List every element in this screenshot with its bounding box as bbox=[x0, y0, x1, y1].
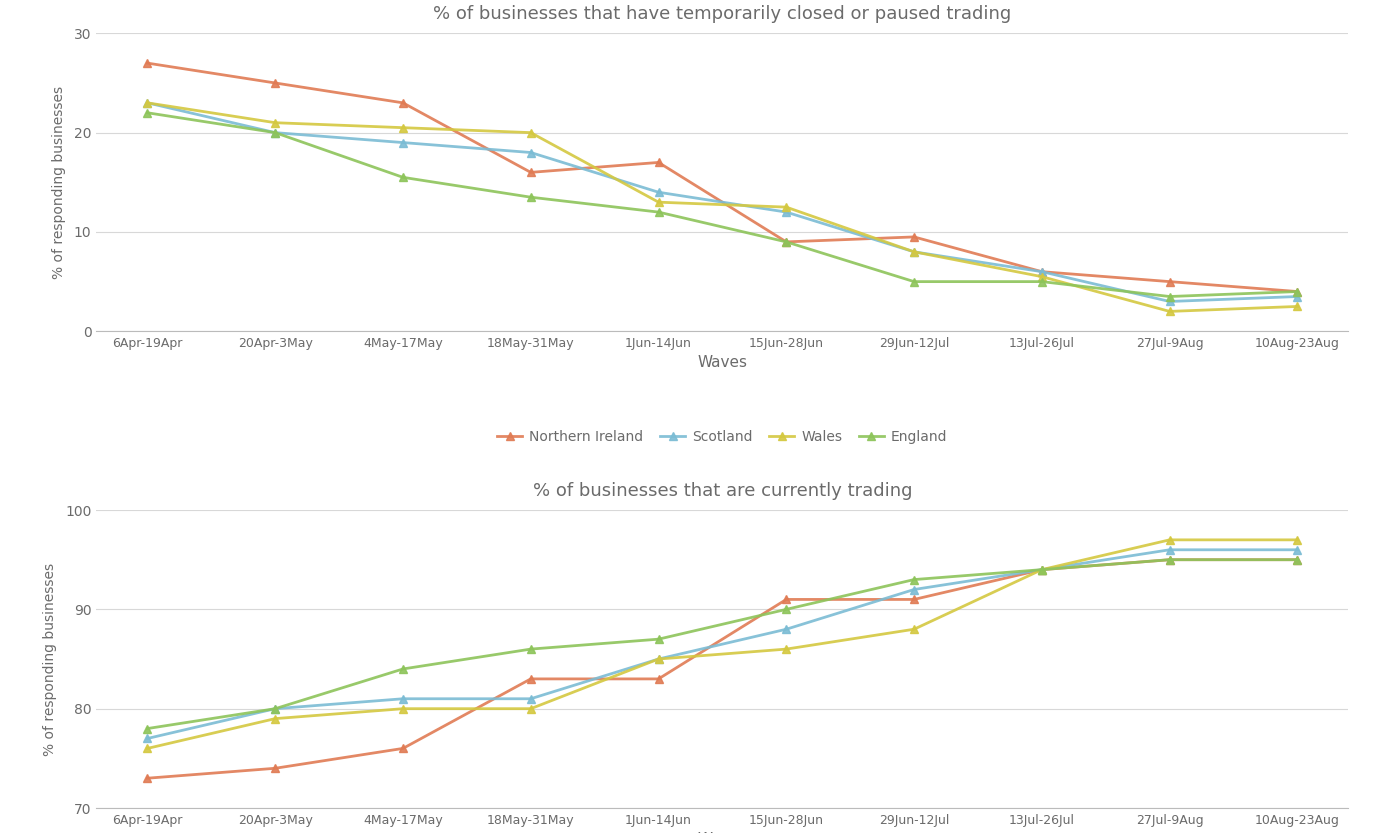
Line: Northern Ireland: Northern Ireland bbox=[143, 59, 1302, 296]
Northern Ireland bbox=[395, 743, 411, 753]
England bbox=[1033, 277, 1050, 287]
England bbox=[395, 172, 411, 182]
X-axis label: Waves: Waves bbox=[698, 356, 747, 371]
Scotland bbox=[1033, 267, 1050, 277]
Y-axis label: % of responding businesses: % of responding businesses bbox=[43, 562, 56, 756]
Wales bbox=[139, 743, 155, 753]
England bbox=[1289, 555, 1306, 565]
Northern Ireland bbox=[651, 157, 667, 167]
Scotland bbox=[139, 734, 155, 744]
Line: Scotland: Scotland bbox=[143, 98, 1302, 306]
Title: % of businesses that have temporarily closed or paused trading: % of businesses that have temporarily cl… bbox=[433, 6, 1011, 23]
Northern Ireland bbox=[1033, 565, 1050, 575]
England bbox=[523, 192, 539, 202]
Wales bbox=[651, 197, 667, 207]
Wales bbox=[905, 247, 922, 257]
England bbox=[267, 704, 283, 714]
Wales bbox=[267, 714, 283, 724]
Northern Ireland bbox=[523, 167, 539, 177]
England bbox=[395, 664, 411, 674]
X-axis label: Waves: Waves bbox=[698, 832, 747, 833]
Line: England: England bbox=[143, 556, 1302, 733]
Line: Scotland: Scotland bbox=[143, 546, 1302, 743]
England bbox=[1161, 292, 1178, 302]
England bbox=[777, 605, 794, 615]
Wales bbox=[523, 127, 539, 137]
Northern Ireland bbox=[651, 674, 667, 684]
England bbox=[139, 724, 155, 734]
Northern Ireland bbox=[1033, 267, 1050, 277]
Scotland bbox=[651, 187, 667, 197]
England bbox=[651, 207, 667, 217]
Wales bbox=[905, 624, 922, 634]
England bbox=[267, 127, 283, 137]
Northern Ireland bbox=[1289, 287, 1306, 297]
Northern Ireland bbox=[777, 595, 794, 605]
Northern Ireland bbox=[1289, 555, 1306, 565]
Wales bbox=[267, 117, 283, 127]
Line: Northern Ireland: Northern Ireland bbox=[143, 556, 1302, 782]
England bbox=[1289, 287, 1306, 297]
Scotland bbox=[1161, 545, 1178, 555]
Northern Ireland bbox=[267, 763, 283, 773]
Wales bbox=[523, 704, 539, 714]
Northern Ireland bbox=[523, 674, 539, 684]
England bbox=[1033, 565, 1050, 575]
England bbox=[1161, 555, 1178, 565]
Northern Ireland bbox=[267, 78, 283, 88]
Scotland bbox=[267, 704, 283, 714]
Scotland bbox=[651, 654, 667, 664]
Northern Ireland bbox=[139, 58, 155, 68]
Wales bbox=[1033, 272, 1050, 282]
Scotland bbox=[395, 137, 411, 147]
Scotland bbox=[777, 207, 794, 217]
Northern Ireland bbox=[1161, 555, 1178, 565]
Northern Ireland bbox=[139, 773, 155, 783]
Wales bbox=[1033, 565, 1050, 575]
England bbox=[523, 644, 539, 654]
Line: Wales: Wales bbox=[143, 536, 1302, 752]
Wales bbox=[395, 122, 411, 132]
Scotland bbox=[1033, 565, 1050, 575]
Legend: Northern Ireland, Scotland, Wales, England: Northern Ireland, Scotland, Wales, Engla… bbox=[491, 424, 954, 450]
Line: England: England bbox=[143, 108, 1302, 301]
Y-axis label: % of responding businesses: % of responding businesses bbox=[51, 86, 66, 279]
Scotland bbox=[905, 585, 922, 595]
Title: % of businesses that are currently trading: % of businesses that are currently tradi… bbox=[533, 482, 912, 500]
Scotland bbox=[523, 147, 539, 157]
Scotland bbox=[1161, 297, 1178, 307]
Wales bbox=[1161, 307, 1178, 317]
Scotland bbox=[395, 694, 411, 704]
Wales bbox=[777, 202, 794, 212]
England bbox=[905, 575, 922, 585]
England bbox=[139, 107, 155, 117]
Wales bbox=[395, 704, 411, 714]
England bbox=[905, 277, 922, 287]
Wales bbox=[139, 97, 155, 107]
Northern Ireland bbox=[905, 595, 922, 605]
England bbox=[651, 634, 667, 644]
Scotland bbox=[139, 97, 155, 107]
Northern Ireland bbox=[777, 237, 794, 247]
Scotland bbox=[905, 247, 922, 257]
Wales bbox=[651, 654, 667, 664]
Wales bbox=[1289, 535, 1306, 545]
Scotland bbox=[1289, 292, 1306, 302]
England bbox=[777, 237, 794, 247]
Scotland bbox=[523, 694, 539, 704]
Northern Ireland bbox=[1161, 277, 1178, 287]
Wales bbox=[1289, 302, 1306, 312]
Wales bbox=[777, 644, 794, 654]
Scotland bbox=[1289, 545, 1306, 555]
Northern Ireland bbox=[395, 97, 411, 107]
Northern Ireland bbox=[905, 232, 922, 242]
Line: Wales: Wales bbox=[143, 98, 1302, 316]
Scotland bbox=[777, 624, 794, 634]
Scotland bbox=[267, 127, 283, 137]
Wales bbox=[1161, 535, 1178, 545]
